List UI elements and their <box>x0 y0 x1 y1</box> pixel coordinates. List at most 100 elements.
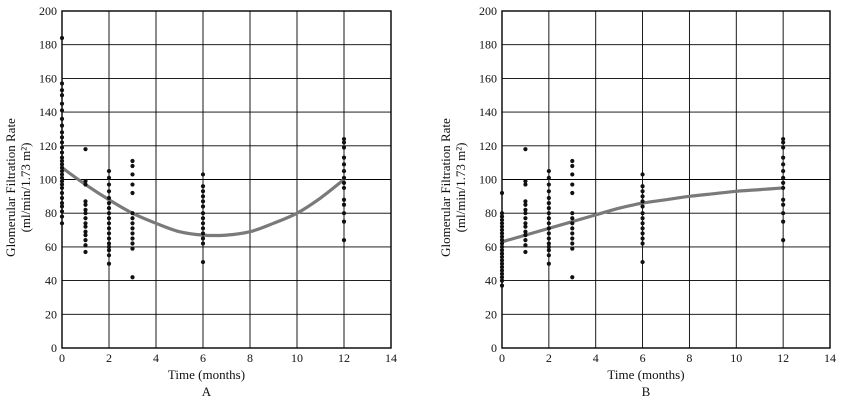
data-point <box>499 268 505 273</box>
data-point <box>499 221 505 226</box>
data-point <box>200 189 206 194</box>
data-point <box>640 199 645 204</box>
data-point <box>200 199 206 204</box>
data-point <box>781 140 786 145</box>
data-point <box>499 211 505 216</box>
data-point <box>59 35 65 41</box>
data-point <box>499 214 505 219</box>
data-point <box>200 231 206 236</box>
data-point <box>570 182 575 187</box>
data-point <box>341 136 347 142</box>
y-tick-label: 40 <box>485 274 497 288</box>
data-point <box>570 221 575 226</box>
data-point <box>499 254 505 260</box>
data-point <box>83 229 88 234</box>
data-point <box>499 224 505 229</box>
data-point <box>781 168 786 174</box>
data-point <box>499 248 505 253</box>
y-tick-label: 200 <box>479 4 497 18</box>
data-point <box>523 216 528 221</box>
y-axis-label-line2: (ml/min/1.73 m²) <box>18 143 33 233</box>
data-point <box>130 216 135 221</box>
data-point <box>106 211 112 216</box>
data-point <box>59 101 65 106</box>
plot-frame <box>501 10 831 349</box>
data-point <box>570 163 575 169</box>
data-point <box>59 200 65 206</box>
y-tick-label: 80 <box>485 206 497 220</box>
data-point <box>570 211 575 216</box>
data-point <box>59 116 65 121</box>
y-tick-label: 120 <box>479 139 497 153</box>
data-point <box>59 155 65 160</box>
data-point <box>640 189 645 194</box>
data-point <box>83 243 88 248</box>
data-point <box>546 195 551 201</box>
data-point <box>499 258 505 263</box>
data-point <box>59 172 65 177</box>
y-tick-label: 180 <box>39 38 57 52</box>
data-point <box>106 195 112 201</box>
data-point <box>546 253 551 258</box>
data-point <box>523 179 528 184</box>
data-point <box>130 236 135 241</box>
x-tick-label: 2 <box>106 351 112 365</box>
data-point <box>523 182 528 187</box>
data-point <box>640 216 645 221</box>
data-point <box>341 145 347 150</box>
data-point <box>200 216 206 221</box>
data-point <box>200 226 206 231</box>
x-tick-label: 6 <box>640 351 646 365</box>
data-point <box>83 238 88 243</box>
data-point <box>546 206 551 211</box>
y-tick-label: 100 <box>39 173 57 187</box>
data-point <box>640 184 645 189</box>
data-point <box>570 172 575 177</box>
data-point <box>106 206 112 211</box>
data-point <box>499 234 505 239</box>
data-point <box>59 168 65 174</box>
data-point <box>523 243 528 248</box>
data-point <box>781 180 786 185</box>
data-point <box>570 190 575 196</box>
data-point <box>59 93 65 98</box>
data-point <box>200 184 206 189</box>
data-point <box>83 211 88 216</box>
data-point <box>781 219 786 224</box>
data-point <box>200 241 206 246</box>
data-point <box>59 81 65 86</box>
data-point <box>499 275 505 280</box>
data-point <box>546 189 551 194</box>
y-tick-label: 140 <box>479 105 497 119</box>
data-point <box>781 202 786 207</box>
data-point <box>130 226 135 231</box>
x-tick-label: 4 <box>593 351 599 365</box>
data-point <box>341 197 347 202</box>
data-point <box>781 185 786 191</box>
data-point <box>499 231 505 236</box>
y-tick-label: 0 <box>491 341 497 355</box>
data-point <box>570 158 575 164</box>
data-point <box>640 211 645 216</box>
data-point <box>59 190 65 196</box>
data-point <box>546 241 551 246</box>
y-tick-label: 140 <box>39 105 57 119</box>
panel-label: A <box>202 384 212 399</box>
y-axis-label-line2: (ml/min/1.73 m²) <box>453 143 468 233</box>
data-point <box>59 195 65 201</box>
data-point <box>499 261 505 266</box>
data-point <box>130 163 135 169</box>
data-point <box>640 221 645 226</box>
data-point <box>499 238 505 243</box>
data-point <box>546 216 551 221</box>
x-tick-label: 10 <box>730 351 742 365</box>
y-tick-label: 60 <box>45 240 57 254</box>
y-tick-label: 120 <box>39 139 57 153</box>
y-tick-label: 160 <box>479 71 497 85</box>
data-point <box>130 182 135 187</box>
data-point <box>83 147 88 152</box>
data-point <box>59 175 65 180</box>
y-tick-label: 180 <box>479 38 497 52</box>
data-point <box>200 172 206 177</box>
y-axis-label-line1: Glomerular Filtration Rate <box>3 118 18 257</box>
